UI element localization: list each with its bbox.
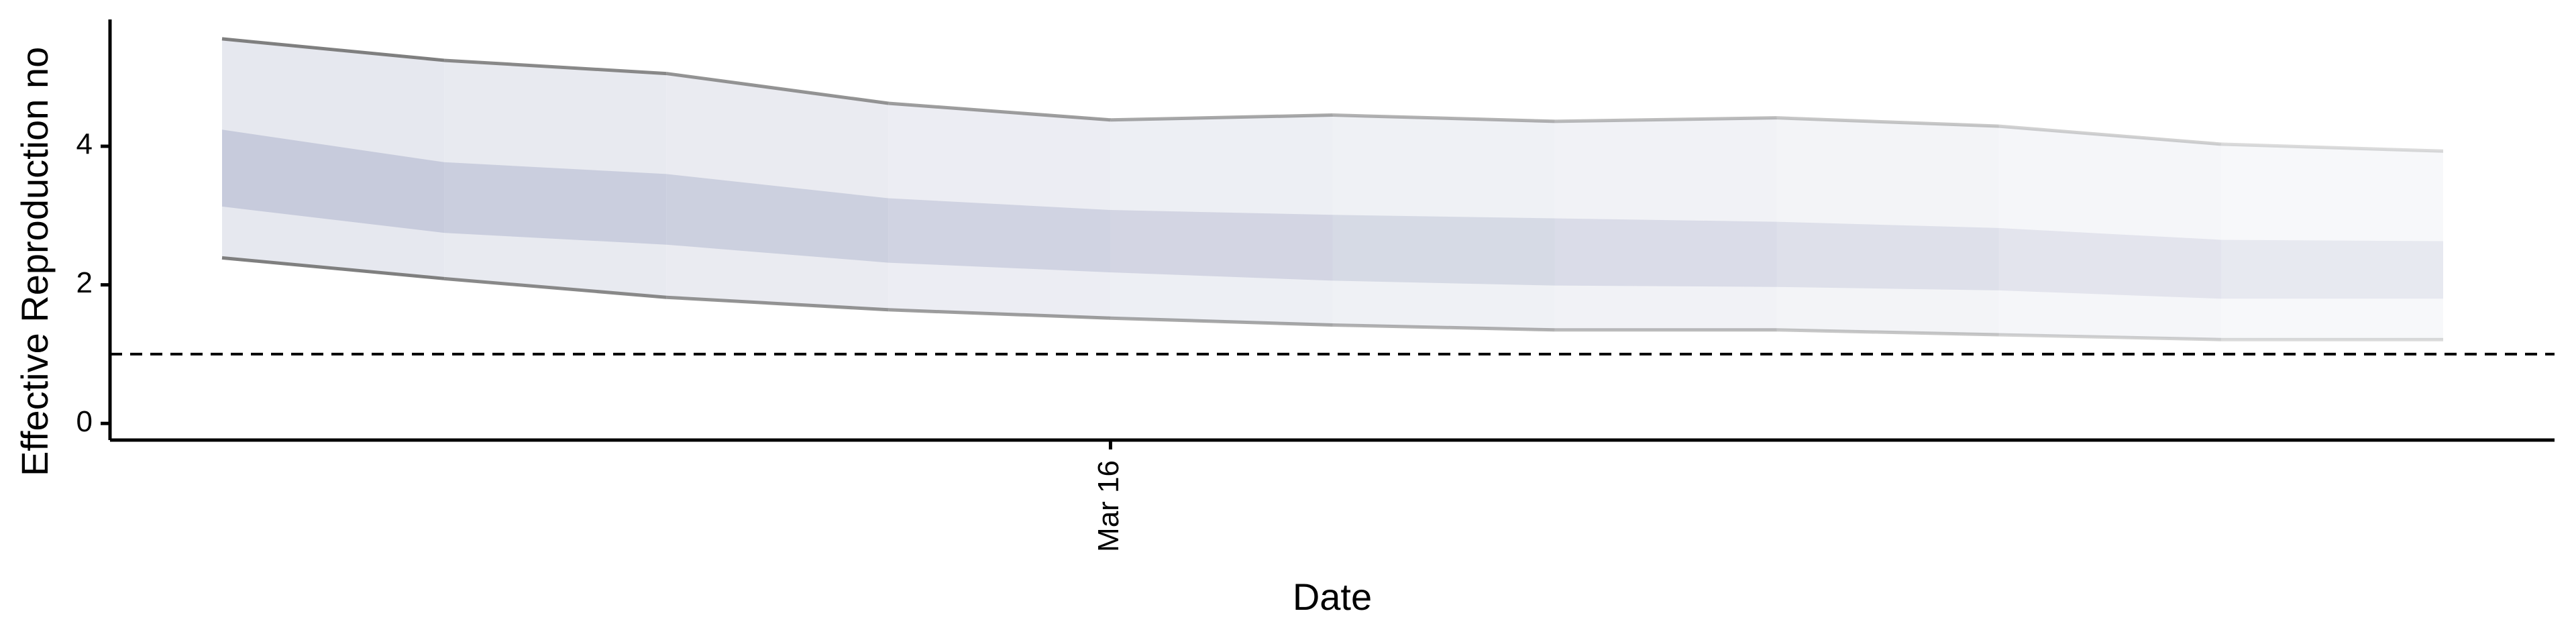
outer-band-segment	[1776, 117, 1999, 335]
inner-band-segment	[888, 198, 1111, 273]
x-axis-label: Date	[1293, 576, 1372, 618]
y-axis-label: Effective Reproduction no	[13, 47, 56, 476]
y-tick-label: 2	[76, 266, 93, 299]
bound-line	[2220, 142, 2444, 153]
y-tick-label: 4	[76, 128, 93, 161]
bound-line	[221, 37, 445, 62]
bound-line	[1998, 333, 2221, 341]
bound-line	[443, 276, 667, 299]
inner-band-segment	[1554, 218, 1777, 287]
y-tick-label: 0	[76, 405, 93, 438]
bound-line	[888, 101, 1111, 122]
bound-line	[1776, 116, 1999, 128]
bound-line	[1998, 124, 2222, 146]
bound-line	[1332, 113, 1555, 123]
bound-line	[1554, 116, 1777, 123]
inner-band-segment	[2220, 239, 2443, 299]
bound-line	[443, 58, 667, 76]
bound-line	[221, 256, 445, 280]
outer-band-segment	[2220, 144, 2443, 340]
bound-line	[665, 72, 889, 105]
inner-band-segment	[222, 129, 445, 233]
inner-band-segment	[444, 162, 667, 245]
inner-band-segment	[666, 174, 889, 263]
bound-line	[1110, 316, 1333, 327]
bound-line	[1110, 113, 1333, 122]
bound-line	[1332, 323, 1555, 332]
x-tick-label: Mar 16	[1092, 460, 1125, 552]
inner-band-segment	[1332, 215, 1555, 286]
inner-band-segment	[1776, 221, 1999, 290]
inner-band-segment	[1110, 210, 1333, 281]
inner-band-segment	[1998, 227, 2221, 299]
bound-line	[1776, 328, 1999, 337]
bound-line	[666, 295, 889, 312]
outer-band-segment	[1998, 126, 2221, 340]
bound-line	[888, 308, 1111, 320]
